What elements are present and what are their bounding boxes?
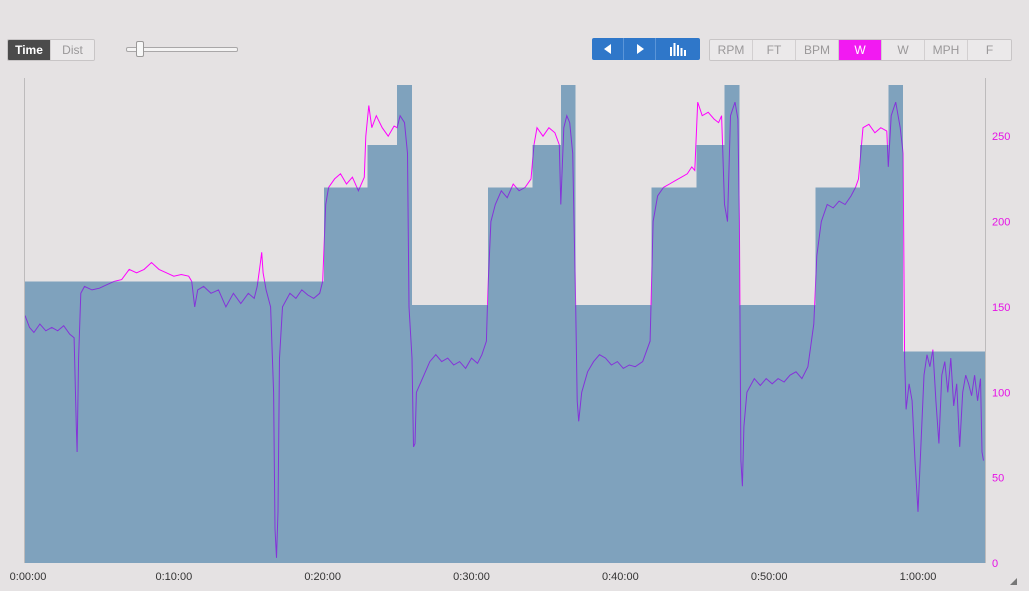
navigation-buttons	[592, 38, 700, 60]
target-step-9	[651, 187, 697, 563]
x-tick-label: 1:00:00	[900, 571, 937, 583]
y-tick-label: 50	[992, 473, 1004, 485]
target-step-16	[903, 351, 985, 563]
unit-ft-button[interactable]: FT	[753, 40, 796, 60]
x-tick-label: 0:20:00	[304, 571, 341, 583]
target-step-11	[724, 85, 740, 563]
target-step-12	[739, 305, 816, 563]
x-tick-label: 0:40:00	[602, 571, 639, 583]
unit-bpm-button[interactable]: BPM	[796, 40, 839, 60]
target-step-15	[888, 85, 904, 563]
distance-mode-button[interactable]: Dist	[51, 40, 94, 60]
target-step-7	[560, 85, 576, 563]
target-step-13	[815, 187, 860, 563]
next-button[interactable]	[624, 38, 656, 60]
unit-rpm-button[interactable]: RPM	[710, 40, 753, 60]
unit-watts-alt-button[interactable]: W	[882, 40, 925, 60]
y-tick-label: 250	[992, 131, 1010, 143]
unit-f-button[interactable]: F	[968, 40, 1011, 60]
unit-mph-button[interactable]: MPH	[925, 40, 968, 60]
target-step-5	[487, 187, 533, 563]
previous-button[interactable]	[592, 38, 624, 60]
x-tick-label: 0:00:00	[10, 571, 47, 583]
target-step-6	[532, 144, 561, 563]
zoom-slider[interactable]	[126, 41, 238, 57]
target-step-10	[696, 144, 725, 563]
unit-watts-button[interactable]: W	[839, 40, 882, 60]
y-tick-label: 0	[992, 558, 998, 570]
metric-toggle: RPM FT BPM W W MPH F	[709, 39, 1012, 61]
y-tick-label: 150	[992, 302, 1010, 314]
zoom-slider-track[interactable]	[126, 47, 238, 52]
target-step-1	[324, 187, 368, 563]
triangle-right-icon	[636, 44, 644, 54]
x-tick-label: 0:10:00	[155, 571, 192, 583]
zoom-slider-thumb[interactable]	[136, 41, 145, 57]
y-tick-label: 200	[992, 217, 1010, 229]
target-step-2	[367, 144, 398, 563]
x-tick-label: 0:30:00	[453, 571, 490, 583]
resize-grip-icon[interactable]	[1010, 578, 1017, 585]
y-tick-label: 100	[992, 387, 1010, 399]
bar-chart-button[interactable]	[656, 38, 700, 60]
target-step-8	[575, 305, 652, 563]
target-step-4	[411, 305, 488, 563]
triangle-left-icon	[603, 44, 611, 54]
target-step-14	[859, 144, 889, 563]
view-mode-toggle: Time Dist	[7, 39, 95, 61]
x-tick-label: 0:50:00	[751, 571, 788, 583]
bar-chart-icon	[670, 43, 686, 56]
time-mode-button[interactable]: Time	[8, 40, 51, 60]
